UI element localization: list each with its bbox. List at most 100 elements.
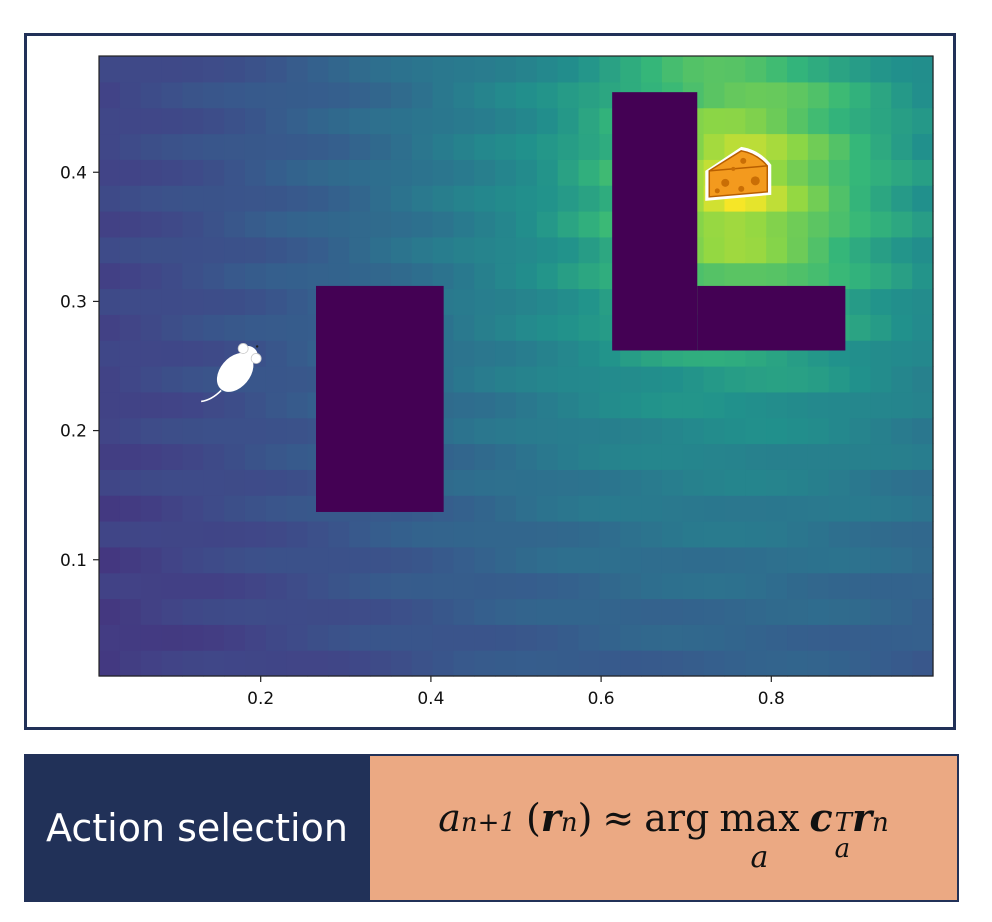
- heatmap-cell: [495, 495, 517, 522]
- heatmap-cell: [849, 56, 872, 83]
- heatmap-cell: [807, 546, 830, 574]
- heatmap-cell: [891, 159, 913, 186]
- heatmap-cell: [390, 133, 413, 160]
- heatmap-cell: [182, 495, 204, 522]
- heatmap-cell: [620, 572, 642, 600]
- heatmap-cell: [578, 650, 600, 677]
- heatmap-cell: [807, 572, 830, 600]
- heatmap-cell: [807, 495, 830, 522]
- heatmap-cell: [99, 546, 121, 574]
- heatmap-cell: [495, 133, 517, 160]
- y-tick-label: 0.2: [60, 422, 87, 442]
- heatmap-cell: [140, 81, 163, 109]
- heatmap-cell: [203, 185, 225, 212]
- heatmap-cell: [516, 546, 538, 574]
- heatmap-cell: [411, 546, 434, 574]
- heatmap-cell: [682, 56, 705, 83]
- formula-a-subscript: n+1: [460, 807, 516, 838]
- heatmap-cell: [411, 211, 434, 238]
- heatmap-cell: [661, 366, 684, 393]
- heatmap-cell: [495, 417, 517, 445]
- heatmap-cell: [912, 56, 934, 83]
- heatmap-cell: [370, 133, 392, 160]
- heatmap-cell: [244, 546, 267, 574]
- heatmap-cell: [536, 185, 559, 212]
- heatmap-cell: [495, 185, 517, 212]
- heatmap-cell: [370, 546, 392, 574]
- heatmap-cell: [870, 650, 892, 677]
- heatmap-cell: [370, 650, 392, 677]
- obstacle-wall: [316, 285, 444, 512]
- heatmap-cell: [787, 133, 809, 160]
- heatmap-cell: [161, 133, 183, 160]
- heatmap-cell: [912, 185, 934, 212]
- heatmap-cell: [891, 366, 913, 393]
- heatmap-cell: [453, 443, 475, 470]
- heatmap-cell: [661, 598, 684, 625]
- heatmap-cell: [119, 314, 142, 341]
- heatmap-cell: [870, 366, 892, 393]
- heatmap-cell: [349, 262, 371, 290]
- heatmap-cell: [224, 546, 246, 574]
- heatmap-cell: [807, 598, 830, 625]
- heatmap-cell: [516, 262, 538, 290]
- heatmap-cell: [536, 391, 559, 419]
- heatmap-cell: [224, 572, 246, 600]
- heatmap-cell: [891, 391, 913, 419]
- heatmap-cell: [787, 495, 809, 522]
- heatmap-cell: [265, 521, 288, 548]
- heatmap-cell: [870, 495, 892, 522]
- heatmap-cell: [140, 159, 163, 186]
- heatmap-cell: [244, 391, 267, 419]
- heatmap-cell: [620, 546, 642, 574]
- heatmap-cell: [766, 133, 788, 160]
- heatmap-cell: [641, 495, 663, 522]
- heatmap-cell: [328, 546, 350, 574]
- heatmap-cell: [891, 546, 913, 574]
- heatmap-cell: [891, 598, 913, 625]
- heatmap-cell: [203, 391, 225, 419]
- x-tick-label: 0.2: [247, 689, 274, 709]
- heatmap-cell: [286, 262, 309, 290]
- heatmap-cell: [787, 521, 809, 548]
- heatmap-cell: [828, 598, 851, 625]
- heatmap-cell: [390, 650, 413, 677]
- heatmap-cell: [224, 314, 246, 341]
- heatmap-cell: [578, 185, 600, 212]
- heatmap-cell: [745, 211, 767, 238]
- heatmap-cell: [474, 340, 496, 367]
- heatmap-cell: [99, 521, 121, 548]
- heatmap-cell: [140, 624, 163, 651]
- heatmap-cell: [870, 159, 892, 186]
- heatmap-cell: [682, 443, 705, 470]
- heatmap-cell: [912, 546, 934, 574]
- heatmap-cell: [661, 546, 684, 574]
- heatmap-cell: [536, 56, 559, 83]
- heatmap-cell: [286, 185, 309, 212]
- heatmap-cell: [265, 107, 288, 135]
- heatmap-cell: [265, 262, 288, 290]
- heatmap-cell: [265, 56, 288, 83]
- heatmap-cell: [599, 650, 621, 677]
- heatmap-cell: [516, 288, 538, 315]
- heatmap-cell: [328, 107, 350, 135]
- heatmap-cell: [641, 624, 663, 651]
- heatmap-cell: [474, 495, 496, 522]
- heatmap-cell: [891, 236, 913, 264]
- heatmap-cell: [870, 624, 892, 651]
- heatmap-cell: [161, 159, 183, 186]
- heatmap-cell: [453, 159, 475, 186]
- heatmap-cell: [495, 598, 517, 625]
- heatmap-cell: [265, 133, 288, 160]
- heatmap-cell: [912, 133, 934, 160]
- heatmap-cell: [807, 81, 830, 109]
- heatmap-cell: [766, 391, 788, 419]
- heatmap-cell: [224, 185, 246, 212]
- heatmap-cell: [745, 236, 767, 264]
- heatmap-cell: [724, 417, 746, 445]
- heatmap-cell: [557, 133, 580, 160]
- heatmap-cell: [641, 546, 663, 574]
- heatmap-cell: [578, 572, 600, 600]
- heatmap-cell: [516, 81, 538, 109]
- heatmap-cell: [495, 572, 517, 600]
